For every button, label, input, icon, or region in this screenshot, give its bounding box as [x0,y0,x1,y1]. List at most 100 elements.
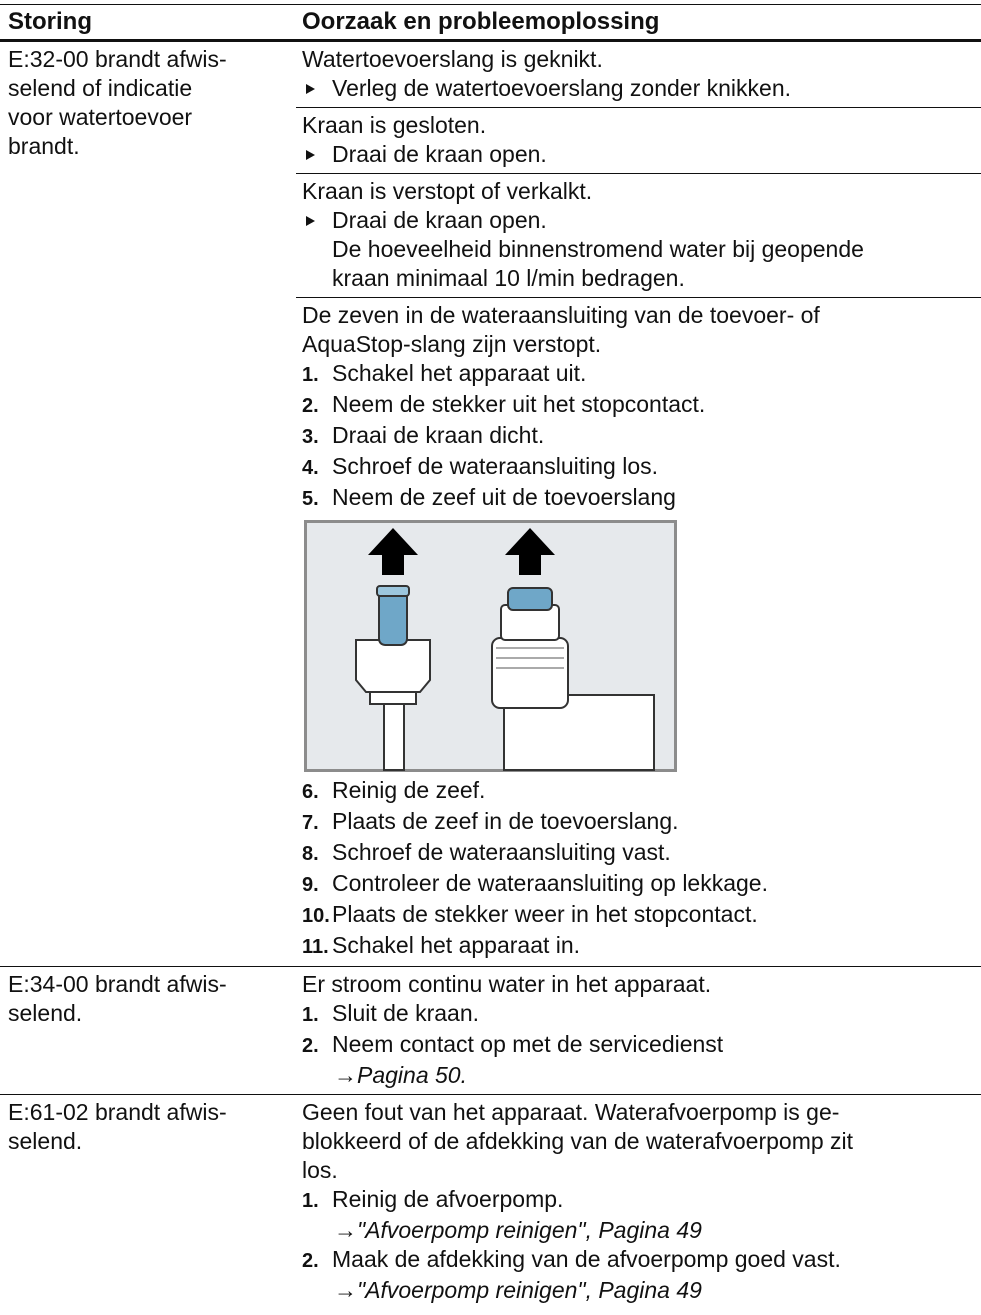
line: los. [302,1156,981,1185]
line: 10.Plaats de stekker weer in het stopcon… [302,900,981,931]
step-text: Neem de zeef uit de toevoerslang [332,484,676,510]
line: Geen fout van het apparaat. Waterafvoerp… [302,1098,981,1127]
step-number: 9. [302,874,319,896]
step-text: Schroef de wateraansluiting los. [332,453,659,479]
step-number: 1. [302,1190,319,1212]
indent-text: kraan minimaal 10 l/min bedragen. [332,265,685,291]
step-text: Controleer de wateraansluiting op lekkag… [332,870,768,896]
page-reference: Pagina 50. [357,1062,467,1088]
text: blokkeerd of de afdekking van de wateraf… [302,1128,854,1154]
line: 6. Reinig de zeef. [302,776,981,807]
step-text: Plaats de zeef in de toevoerslang. [332,808,679,834]
header-cell: Oorzaak en probleemoplossing [302,8,660,35]
cause-cell: Geen fout van het apparaat. Waterafvoerp… [296,1095,981,1309]
arrow: → [334,1277,357,1303]
arrow: → [334,1062,357,1088]
step-number: 10. [302,905,330,927]
fault-line: E:61-02 brandt afwis- [8,1099,227,1125]
line: Draai de kraan open. [302,206,981,235]
step-text: Neem contact op met de servicedienst [332,1031,724,1057]
line: 5. Neem de zeef uit de toevoerslang [302,483,981,514]
header-cell: Storing [8,8,92,35]
table-row: E:32-00 brandt afwis-selend of indicatie… [0,41,981,966]
step-text: Schakel het apparaat in. [332,932,581,958]
step-text: Reinig de zeef. [332,777,486,803]
text: los. [302,1157,338,1183]
cause: De zeven in de wateraansluiting van de t… [296,297,981,966]
step-number: 7. [302,812,319,834]
fault-cell: E:61-02 brandt afwis-selend. [0,1095,296,1309]
line: 1. Reinig de afvoerpomp. [302,1185,981,1216]
cause: Geen fout van het apparaat. Waterafvoerp… [296,1095,981,1309]
line: De hoeveelheid binnenstromend water bij … [302,235,981,264]
step-text: Draai de kraan dicht. [332,422,545,448]
cause-cell: Er stroom continu water in het apparaat.… [296,967,981,1094]
step-number: 1. [302,1004,319,1026]
text: Kraan is verstopt of verkalkt. [302,178,593,204]
step-text: Maak de afdekking van de afvoerpomp goed… [332,1246,841,1272]
line: 8. Schroef de wateraansluiting vast. [302,838,981,869]
page-reference: "Afvoerpomp reinigen", Pagina 49 [357,1217,702,1243]
cause-cell: Watertoevoerslang is geknikt. Verleg de w… [296,42,981,966]
text: De zeven in de wateraansluiting van de t… [302,302,820,328]
step-number: 1. [302,364,319,386]
indent-text: De hoeveelheid binnenstromend water bij … [332,236,864,262]
step-number: 2. [302,395,319,417]
step-number: 11. [302,936,329,958]
step-number: 2. [302,1035,319,1057]
step-text: Schakel het apparaat uit. [332,360,587,386]
line: 4. Schroef de wateraansluiting los. [302,452,981,483]
arrow: → [334,1217,357,1243]
step-text: Sluit de kraan. [332,1000,480,1026]
line: AquaStop-slang zijn verstopt. [302,330,981,359]
text: Watertoevoerslang is geknikt. [302,46,603,72]
fault-line: E:34-00 brandt afwis- [8,971,227,997]
line: Kraan is verstopt of verkalkt. [302,177,981,206]
bullet-icon [306,150,315,160]
line: Watertoevoerslang is geknikt. [302,45,981,74]
cause: Watertoevoerslang is geknikt. Verleg de w… [296,42,981,107]
step-text: Plaats de stekker weer in het stopcontac… [332,901,758,927]
step-text: Neem de stekker uit het stopcontact. [332,391,706,417]
fault-cell: E:32-00 brandt afwis-selend of indicatie… [0,42,296,966]
line: 9. Controleer de wateraansluiting op lekk… [302,869,981,900]
figure [304,520,677,772]
header-row: Storing Oorzaak en probleemoplossing [0,4,981,41]
text: Er stroom continu water in het apparaat. [302,971,712,997]
line: kraan minimaal 10 l/min bedragen. [302,264,981,293]
step-number: 4. [302,457,319,479]
fault-line: brandt. [8,133,80,159]
fault-line: E:32-00 brandt afwis- [8,46,227,72]
line: Verleg de watertoevoerslang zonder knikk… [302,74,981,103]
text: Geen fout van het apparaat. Waterafvoerp… [302,1099,840,1125]
cause: Er stroom continu water in het apparaat.… [296,967,981,1094]
step-number: 8. [302,843,319,865]
line: 2. Maak de afdekking van de afvoerpomp go… [302,1245,981,1276]
bullet-text: Verleg de watertoevoerslang zonder knikk… [332,75,792,101]
fault-line: selend. [8,1000,83,1026]
page-reference: "Afvoerpomp reinigen", Pagina 49 [357,1277,702,1303]
cause: Kraan is gesloten. Draai de kraan open. [296,107,981,173]
line: 11. Schakel het apparaat in. [302,931,981,962]
step-number: 2. [302,1250,319,1272]
line: 1. Schakel het apparaat uit. [302,359,981,390]
line: →Pagina 50. [302,1061,981,1090]
step-number: 6. [302,781,319,803]
bullet-icon [306,84,315,94]
line: 1. Sluit de kraan. [302,999,981,1030]
text: Kraan is gesloten. [302,112,487,138]
fault-line: voor watertoevoer [8,104,193,130]
line: 2. Neem de stekker uit het stopcontact. [302,390,981,421]
bullet-icon [306,216,315,226]
step-text: Reinig de afvoerpomp. [332,1186,564,1212]
fault-cell: E:34-00 brandt afwis-selend. [0,967,296,1094]
line: 2. Neem contact op met de servicedienst [302,1030,981,1061]
bullet-text: Draai de kraan open. [332,141,547,167]
step-number: 5. [302,488,319,510]
line: 7. Plaats de zeef in de toevoerslang. [302,807,981,838]
line: Kraan is gesloten. [302,111,981,140]
bullet-text: Draai de kraan open. [332,207,547,233]
table: Storing Oorzaak en probleemoplossing E:3… [0,4,981,1309]
line: 3. Draai de kraan dicht. [302,421,981,452]
